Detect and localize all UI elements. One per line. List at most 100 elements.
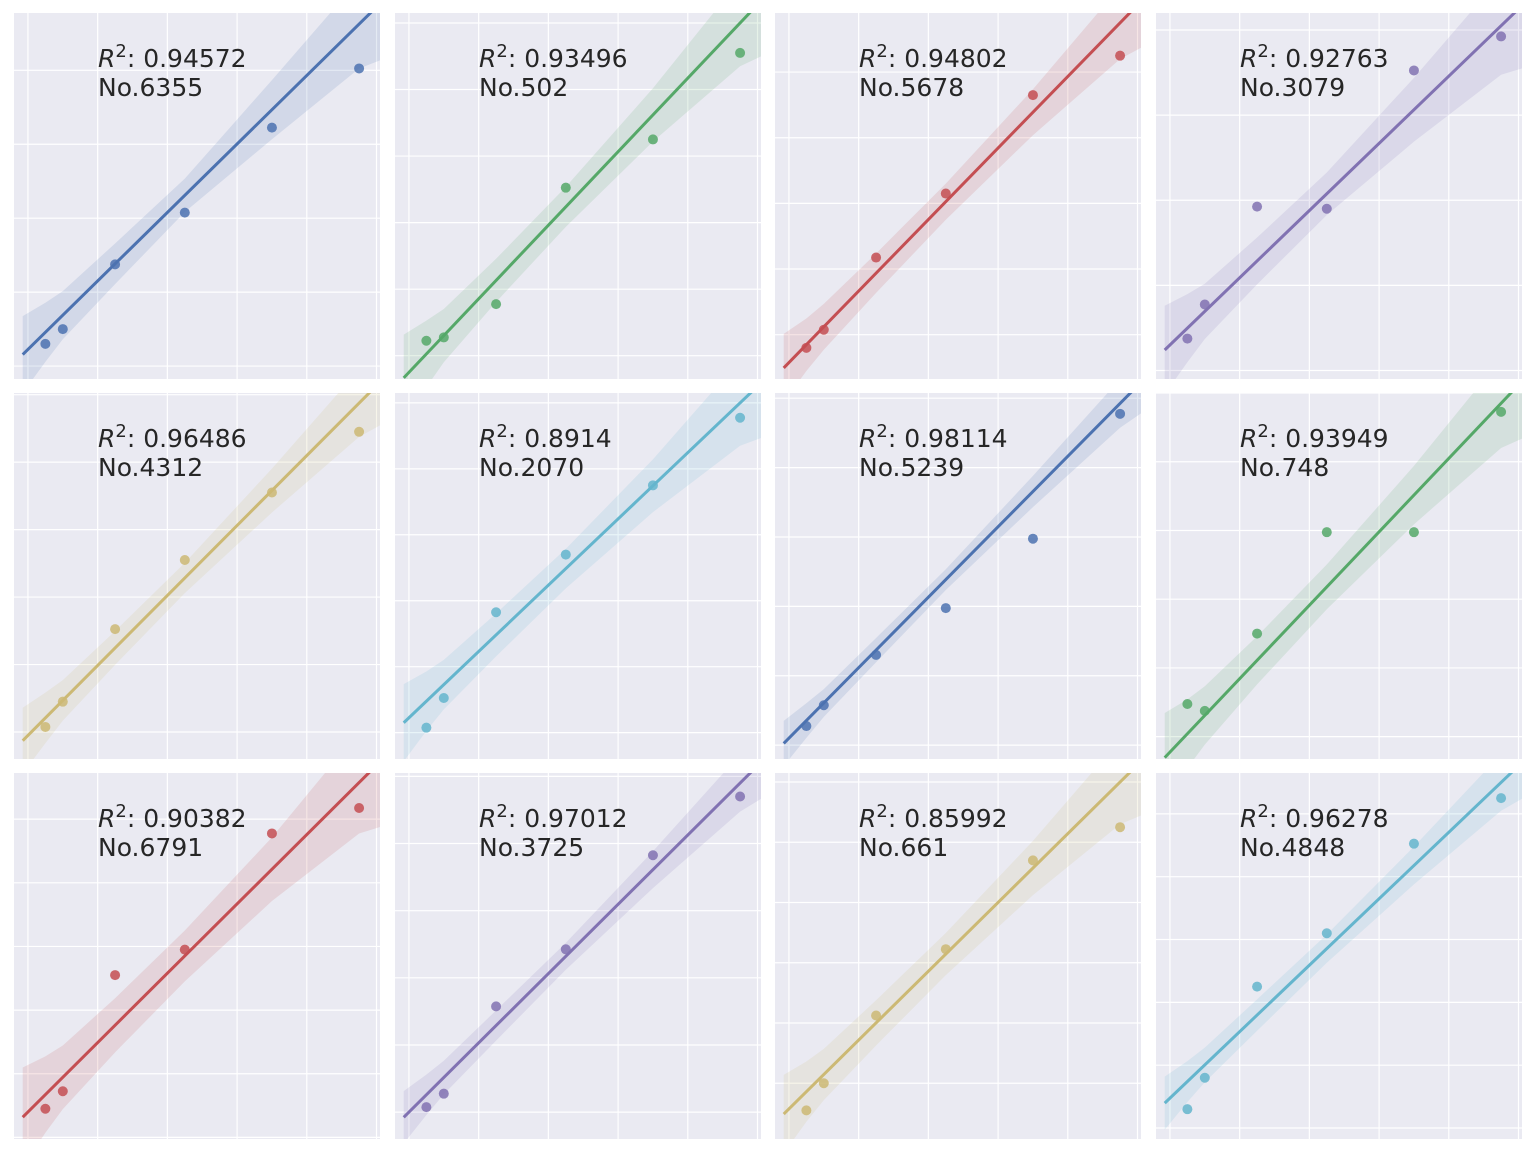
r-squared-value: : 0.93949 (1269, 424, 1389, 453)
r-squared-label: R2: 0.93496 (479, 41, 628, 73)
data-point (1408, 838, 1419, 849)
r-squared-value: : 0.97012 (508, 804, 628, 833)
regression-line (782, 773, 1132, 1116)
data-point (1027, 855, 1038, 866)
data-point (871, 649, 882, 660)
r-squared-label: R2: 0.85992 (859, 801, 1008, 833)
r-squared-value: : 0.85992 (888, 804, 1008, 833)
sample-id-label: No.4848 (1240, 833, 1345, 862)
confidence-band (403, 393, 761, 759)
panel-background (395, 393, 761, 759)
data-point (940, 188, 951, 199)
panel-background (14, 13, 380, 379)
data-point (266, 828, 277, 839)
r-squared-label: R2: 0.96278 (1240, 801, 1389, 833)
data-point (1496, 793, 1507, 804)
r-squared-value: : 0.90382 (127, 804, 247, 833)
data-point (560, 182, 571, 193)
confidence-band (783, 393, 1141, 759)
gridlines (1156, 393, 1522, 759)
panel-background (14, 393, 380, 759)
regression-line (1163, 773, 1514, 1105)
data-point (110, 259, 121, 270)
r-squared-label: R2: 0.8914 (479, 421, 612, 453)
data-point (266, 122, 277, 133)
regression-line (402, 773, 753, 1119)
data-point (57, 1086, 68, 1097)
regression-line (21, 773, 371, 1119)
data-point (735, 47, 746, 58)
confidence-band (1164, 393, 1522, 759)
r-squared-value: : 0.94802 (888, 44, 1008, 73)
r-squared-label: R2: 0.98114 (859, 421, 1008, 453)
data-point (1115, 50, 1126, 61)
data-point (110, 970, 121, 981)
sample-id-label: No.4312 (98, 453, 203, 482)
r-squared-label: R2: 0.96486 (98, 421, 247, 453)
regression-line (1163, 13, 1517, 352)
confidence-band (403, 13, 761, 379)
sample-id-label: No.5239 (859, 453, 964, 482)
gridlines (395, 13, 761, 379)
regression-line (1163, 393, 1513, 759)
sample-id-label: No.6355 (98, 73, 203, 102)
r-squared-label: R2: 0.92763 (1240, 41, 1389, 73)
data-point (1199, 299, 1210, 310)
data-point (1321, 203, 1332, 214)
regression-line (782, 393, 1133, 745)
panel-background (775, 13, 1141, 379)
data-point (179, 207, 190, 218)
data-point (354, 426, 365, 437)
data-point (40, 721, 51, 732)
data-point (735, 791, 746, 802)
data-point (1027, 90, 1038, 101)
gridlines (775, 773, 1141, 1139)
gridlines (775, 13, 1141, 379)
r-squared-value: : 0.93496 (508, 44, 628, 73)
data-point (940, 944, 951, 955)
gridlines (395, 393, 761, 759)
panel-background (1156, 773, 1522, 1139)
data-point (1408, 65, 1419, 76)
sample-id-label: No.3079 (1240, 73, 1345, 102)
data-point (1496, 406, 1507, 417)
regression-line (21, 13, 373, 356)
data-point (1199, 705, 1210, 716)
gridlines (1156, 13, 1522, 379)
data-point (421, 722, 432, 733)
confidence-band (22, 13, 380, 379)
data-point (266, 487, 277, 498)
data-point (1252, 628, 1263, 639)
data-point (1182, 333, 1193, 344)
data-point (1199, 1072, 1210, 1083)
gridlines (775, 393, 1141, 759)
r-squared-value: : 0.96486 (127, 424, 247, 453)
data-point (871, 1010, 882, 1021)
data-point (647, 134, 658, 145)
data-point (735, 412, 746, 423)
panel-background (775, 393, 1141, 759)
regression-line (402, 13, 752, 379)
r-squared-value: : 0.98114 (888, 424, 1008, 453)
data-point (40, 338, 51, 349)
data-point (40, 1103, 51, 1114)
panel-background (14, 773, 380, 1139)
data-point (560, 549, 571, 560)
confidence-band (22, 773, 380, 1139)
data-point (491, 1001, 502, 1012)
data-point (438, 1088, 449, 1099)
data-point (1115, 822, 1126, 833)
data-point (179, 944, 190, 955)
r-squared-label: R2: 0.93949 (1240, 421, 1389, 453)
data-point (1252, 201, 1263, 212)
data-point (801, 1105, 812, 1116)
panel-background (775, 773, 1141, 1139)
panel-background (1156, 13, 1522, 379)
